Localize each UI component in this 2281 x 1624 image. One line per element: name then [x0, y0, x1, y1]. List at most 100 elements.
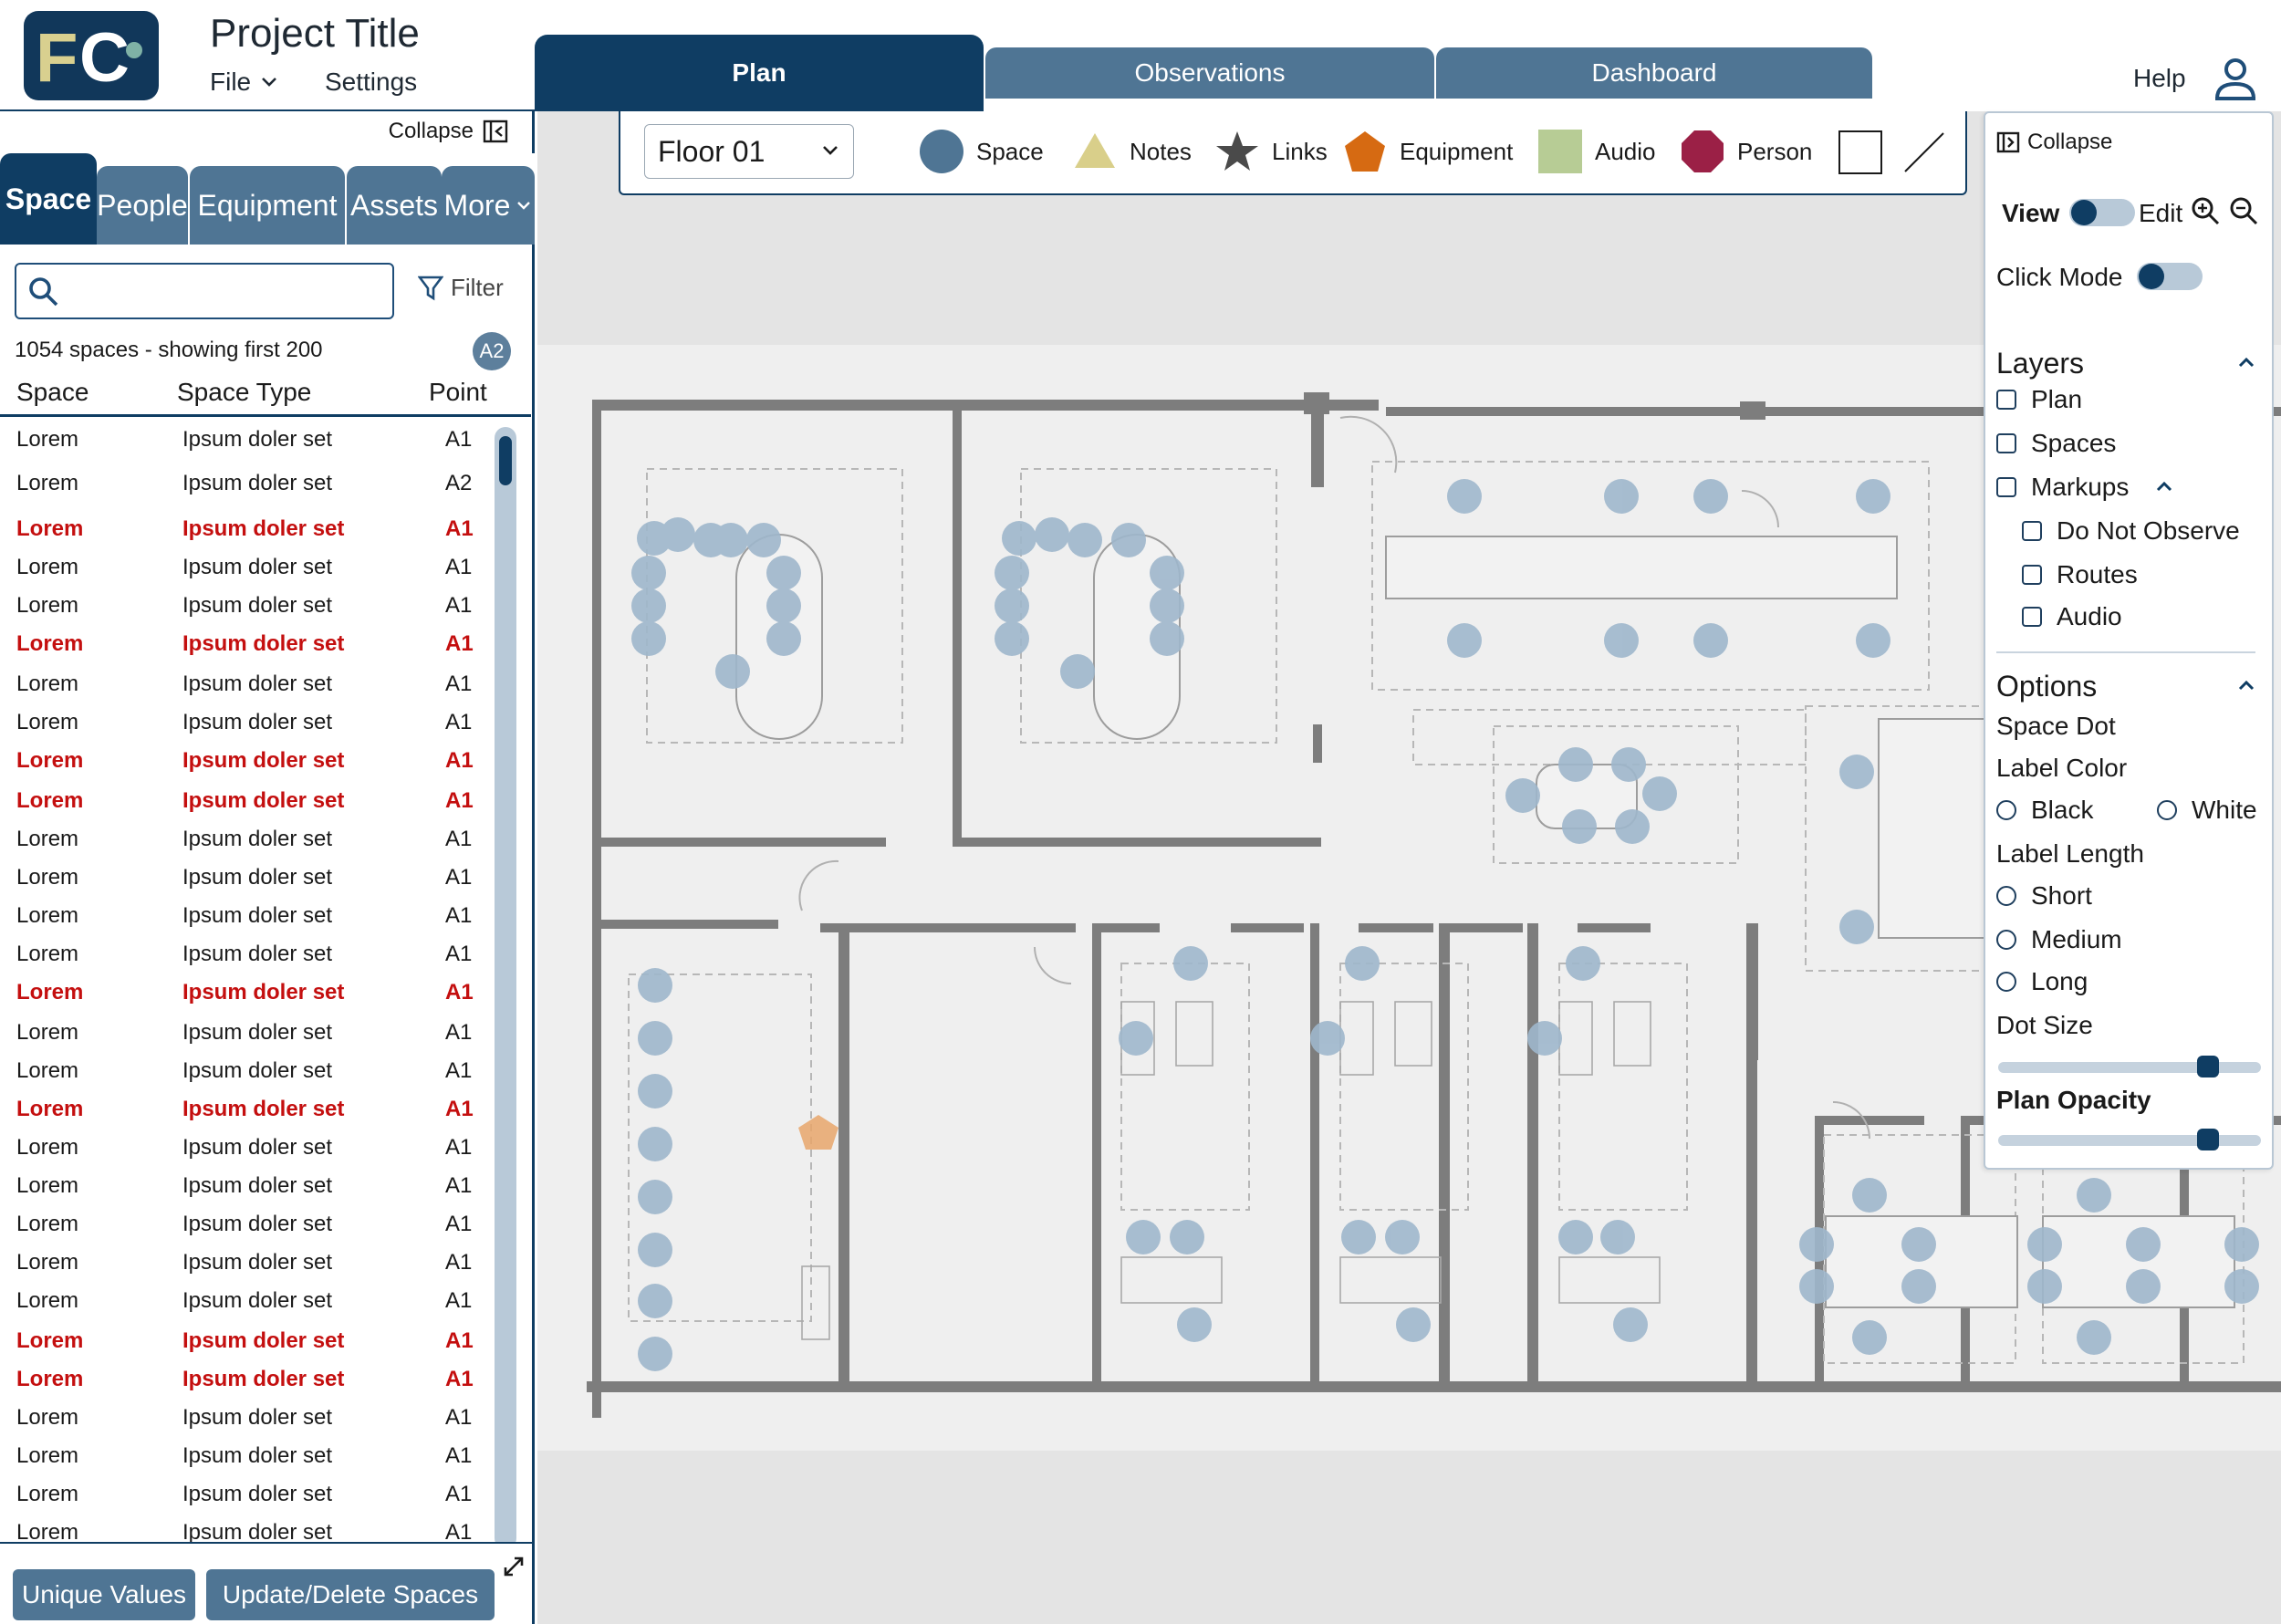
space-dot[interactable]: [995, 556, 1029, 590]
space-dot[interactable]: [2077, 1178, 2111, 1213]
line-tool-icon[interactable]: [1901, 130, 1947, 175]
help-link[interactable]: Help: [2133, 64, 2186, 92]
space-dot[interactable]: [766, 588, 801, 623]
space-dot[interactable]: [638, 1074, 672, 1109]
label-length-short-radio[interactable]: Short: [1996, 881, 2092, 911]
space-dot[interactable]: [1856, 623, 1890, 658]
space-dot[interactable]: [638, 1337, 672, 1371]
space-dot[interactable]: [2224, 1269, 2259, 1304]
space-dot[interactable]: [1447, 623, 1482, 658]
space-dot[interactable]: [1839, 910, 1874, 944]
table-row[interactable]: Lorem Ipsum doler set A1: [0, 1400, 493, 1436]
file-menu[interactable]: File: [210, 68, 278, 97]
space-dot[interactable]: [631, 588, 666, 623]
space-dot[interactable]: [638, 1180, 672, 1214]
dot-size-slider-knob[interactable]: [2197, 1056, 2220, 1077]
space-dot[interactable]: [995, 621, 1029, 656]
table-row[interactable]: Lorem Ipsum doler set A1: [0, 1361, 493, 1398]
table-row[interactable]: Lorem Ipsum doler set A1: [0, 821, 493, 858]
layer-markups-checkbox[interactable]: Markups: [1996, 473, 2129, 502]
space-dot[interactable]: [1901, 1269, 1936, 1304]
space-dot[interactable]: [2027, 1269, 2062, 1304]
space-dot[interactable]: [1604, 479, 1639, 514]
table-scrollbar[interactable]: [495, 427, 516, 1549]
space-dot[interactable]: [713, 523, 748, 557]
table-row[interactable]: Lorem Ipsum doler set A1: [0, 666, 493, 703]
legend-links[interactable]: Links: [1213, 128, 1328, 175]
space-dot[interactable]: [715, 654, 750, 689]
table-row[interactable]: Lorem Ipsum doler set A1: [0, 1323, 493, 1359]
table-row[interactable]: Lorem Ipsum doler set A1: [0, 974, 493, 1011]
space-dot[interactable]: [631, 556, 666, 590]
point-badge[interactable]: A2: [473, 332, 511, 370]
space-dot[interactable]: [1613, 1307, 1648, 1342]
legend-notes[interactable]: Notes: [1071, 128, 1192, 175]
column-header-point[interactable]: Point: [429, 378, 487, 406]
floor-select[interactable]: Floor 01: [644, 124, 854, 179]
app-logo[interactable]: F C: [24, 11, 159, 100]
space-dot[interactable]: [1693, 623, 1728, 658]
legend-person[interactable]: Person: [1679, 128, 1812, 175]
space-dot[interactable]: [1068, 523, 1102, 557]
filter-button[interactable]: Filter: [418, 274, 504, 302]
space-dot[interactable]: [1852, 1178, 1887, 1213]
table-row[interactable]: Lorem Ipsum doler set A1: [0, 859, 493, 896]
table-row[interactable]: Lorem Ipsum doler set A1: [0, 743, 493, 779]
table-row[interactable]: Lorem Ipsum doler set A1: [0, 1091, 493, 1128]
collapse-options-button[interactable]: Collapse: [1996, 130, 2112, 155]
rectangle-tool-icon[interactable]: [1838, 130, 1883, 175]
update-delete-spaces-button[interactable]: Update/Delete Spaces: [206, 1569, 495, 1620]
view-edit-toggle[interactable]: [2069, 199, 2135, 226]
column-header-space[interactable]: Space: [16, 378, 89, 406]
markup-do-not-observe-checkbox[interactable]: Do Not Observe: [2022, 516, 2240, 546]
space-dot[interactable]: [1527, 1021, 1562, 1056]
table-row[interactable]: Lorem Ipsum doler set A1: [0, 1015, 493, 1051]
space-dot[interactable]: [638, 1127, 672, 1161]
markup-audio-checkbox[interactable]: Audio: [2022, 602, 2122, 631]
space-dot[interactable]: [1852, 1320, 1887, 1355]
space-dot[interactable]: [1558, 1220, 1593, 1254]
sidebar-tab-assets[interactable]: Assets: [347, 166, 442, 245]
unique-values-button[interactable]: Unique Values: [13, 1569, 195, 1620]
search-input[interactable]: [15, 263, 394, 319]
floor-plan-drawing[interactable]: [537, 345, 2281, 1451]
table-row[interactable]: Lorem Ipsum doler set A1: [0, 1283, 493, 1319]
table-row[interactable]: Lorem Ipsum doler set A1: [0, 1438, 493, 1474]
space-dot[interactable]: [995, 588, 1029, 623]
space-dot[interactable]: [1856, 479, 1890, 514]
table-row[interactable]: Lorem Ipsum doler set A1: [0, 936, 493, 973]
column-header-space-type[interactable]: Space Type: [177, 378, 312, 406]
space-dot[interactable]: [1035, 517, 1069, 552]
space-dot[interactable]: [1901, 1227, 1936, 1262]
sidebar-tab-people[interactable]: People: [97, 166, 188, 245]
user-icon[interactable]: [2212, 55, 2259, 102]
click-mode-toggle[interactable]: [2137, 263, 2203, 290]
chevron-up-icon[interactable]: [2235, 352, 2257, 374]
scrollbar-thumb[interactable]: [499, 436, 512, 485]
space-dot[interactable]: [1558, 747, 1593, 782]
table-row[interactable]: Lorem Ipsum doler set A1: [0, 1168, 493, 1204]
space-dot[interactable]: [1839, 755, 1874, 789]
space-dot[interactable]: [1611, 747, 1646, 782]
space-dot[interactable]: [1126, 1220, 1161, 1254]
layer-plan-checkbox[interactable]: Plan: [1996, 385, 2082, 414]
layer-spaces-checkbox[interactable]: Spaces: [1996, 429, 2116, 458]
dot-size-slider[interactable]: [1998, 1056, 2261, 1077]
space-dot[interactable]: [2126, 1227, 2161, 1262]
legend-audio[interactable]: Audio: [1536, 128, 1656, 175]
space-dot[interactable]: [1385, 1220, 1420, 1254]
space-dot[interactable]: [1002, 521, 1036, 556]
space-dot[interactable]: [2224, 1227, 2259, 1262]
space-dot[interactable]: [631, 621, 666, 656]
space-dot[interactable]: [1170, 1220, 1204, 1254]
space-dot[interactable]: [1150, 588, 1184, 623]
legend-equipment[interactable]: Equipment: [1341, 128, 1513, 175]
space-dot[interactable]: [1505, 778, 1540, 813]
space-dot[interactable]: [1310, 1021, 1345, 1056]
zoom-in-icon[interactable]: [2190, 195, 2221, 226]
table-row[interactable]: Lorem Ipsum doler set A1: [0, 1130, 493, 1166]
space-dot[interactable]: [1799, 1227, 1834, 1262]
tab-plan[interactable]: Plan: [535, 35, 984, 111]
space-dot[interactable]: [638, 1233, 672, 1267]
table-row[interactable]: Lorem Ipsum doler set A1: [0, 1515, 493, 1551]
